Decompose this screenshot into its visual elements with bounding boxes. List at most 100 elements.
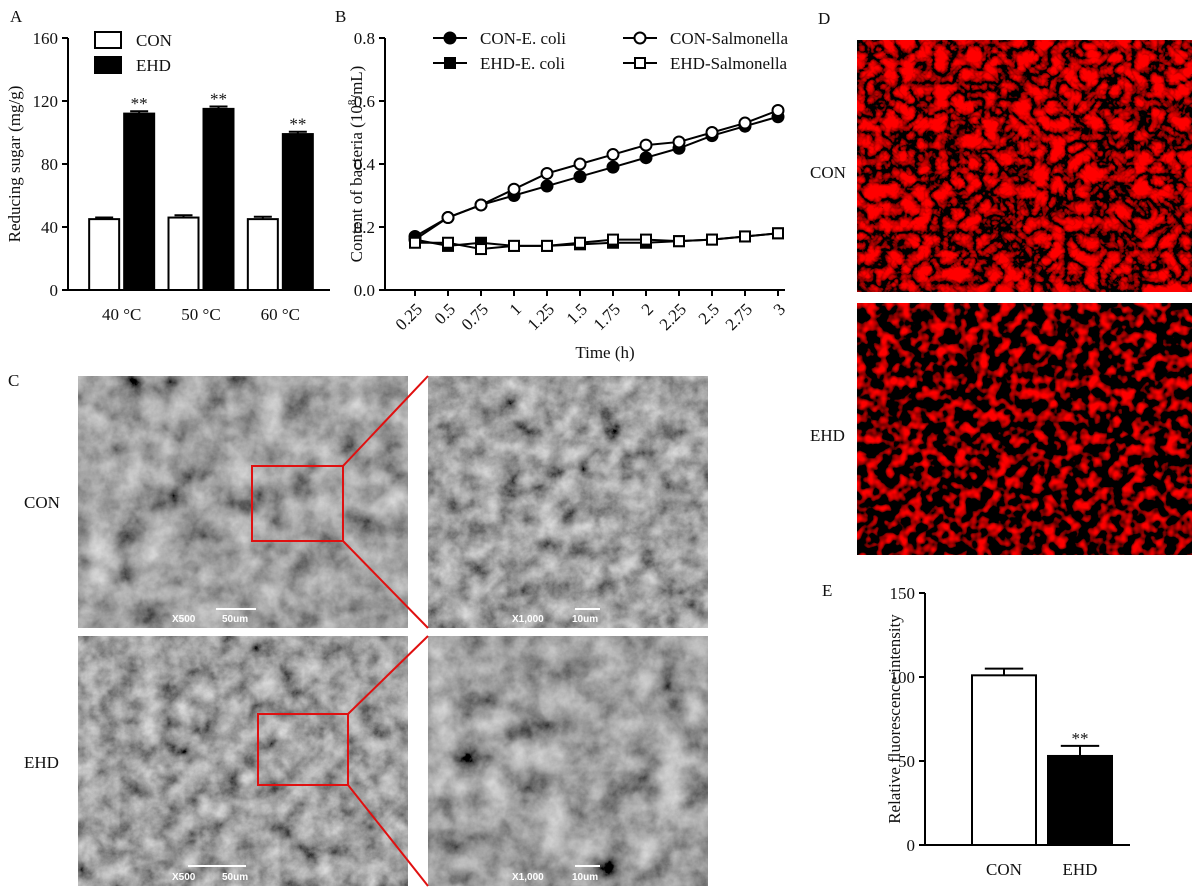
- marker: [507, 182, 521, 196]
- bar: [971, 674, 1037, 846]
- x-axis-title: Time (h): [575, 343, 634, 362]
- marker: [508, 239, 520, 252]
- row-label: EHD: [810, 426, 845, 445]
- marker: [639, 138, 653, 152]
- marker: [442, 236, 454, 249]
- panel-letter: C: [8, 371, 19, 390]
- magnification: X500: [172, 872, 196, 883]
- sem-panel: C CON EHD X500 50um X1,000 10um X500 50u…: [8, 371, 708, 887]
- y-tick-label: 80: [41, 155, 58, 174]
- y-axis-title-part: /mL): [347, 66, 366, 100]
- y-tick-label: 0.6: [354, 92, 375, 111]
- sem-image: [428, 636, 708, 886]
- legend-marker: [444, 57, 456, 69]
- y-tick-label: 40: [41, 218, 58, 237]
- magnification: X500: [172, 614, 196, 625]
- x-tick-label: 60 °C: [261, 305, 300, 324]
- x-tick-label: 1: [506, 300, 525, 319]
- significance: **: [1072, 729, 1089, 748]
- marker: [540, 166, 554, 180]
- legend-label: EHD: [136, 56, 171, 75]
- zoom-line: [342, 540, 429, 629]
- line: [415, 232, 779, 251]
- bar: [167, 216, 200, 291]
- legend-swatch: [94, 31, 122, 49]
- panel-letter: E: [822, 581, 832, 600]
- scale-text: 50um: [222, 872, 248, 883]
- line: [414, 109, 779, 241]
- marker: [541, 239, 553, 252]
- bar: [281, 133, 314, 291]
- significance: **: [131, 94, 148, 113]
- marker: [573, 157, 587, 171]
- bar: [88, 218, 121, 291]
- significance: **: [210, 90, 227, 109]
- zoom-line: [347, 784, 429, 887]
- panel-letter: A: [10, 7, 23, 26]
- row-label: CON: [810, 163, 846, 182]
- y-axis-title: Reducing sugar (mg/g): [5, 86, 24, 243]
- legend-marker: [443, 31, 457, 45]
- magnification: X1,000: [512, 614, 544, 625]
- legend-label: CON: [136, 31, 172, 50]
- y-tick-label: 0: [907, 836, 916, 855]
- legend-label: EHD-E. coli: [480, 54, 565, 73]
- y-axis-title-part: 8: [346, 99, 358, 105]
- bar: [246, 218, 279, 291]
- marker: [705, 126, 719, 139]
- fluorescence-image: [857, 303, 1192, 555]
- fluorescence-image: [857, 40, 1192, 292]
- y-axis-title-part: Content of bacteria (10: [347, 105, 366, 262]
- scale-text: 10um: [572, 614, 598, 625]
- x-tick-label: 2.75: [722, 300, 756, 334]
- x-tick-label: 2.5: [695, 300, 723, 328]
- marker: [639, 151, 653, 165]
- row-label: EHD: [24, 753, 59, 772]
- x-tick-label: 3: [770, 300, 789, 319]
- scale-text: 50um: [222, 614, 248, 625]
- zoom-line: [347, 635, 429, 715]
- marker: [771, 103, 785, 117]
- y-tick-label: 120: [33, 92, 59, 111]
- sem-image: [428, 376, 708, 628]
- bar: [123, 112, 156, 291]
- x-tick-label: 0.5: [431, 300, 459, 328]
- sem-image: [78, 376, 408, 628]
- y-tick-label: 50: [898, 752, 915, 771]
- bar: [1047, 754, 1113, 847]
- x-tick-label: 40 °C: [102, 305, 141, 324]
- x-tick-label: EHD: [1063, 860, 1098, 879]
- marker: [606, 160, 620, 174]
- x-tick-label: 2: [638, 300, 657, 319]
- legend-marker: [634, 57, 646, 69]
- fluorescence-panel: D CON EHD: [810, 9, 1192, 555]
- y-tick-label: 0: [50, 281, 59, 300]
- legend-marker: [633, 31, 647, 45]
- zoom-box: [251, 465, 344, 542]
- marker: [475, 243, 487, 256]
- x-tick-label: 50 °C: [181, 305, 220, 324]
- marker: [706, 233, 718, 246]
- legend-label: CON-Salmonella: [670, 29, 788, 48]
- marker: [673, 235, 685, 248]
- magnification: X1,000: [512, 872, 544, 883]
- panel-letter: D: [818, 9, 830, 28]
- marker: [474, 198, 488, 212]
- significance: **: [289, 115, 306, 134]
- marker: [640, 233, 652, 246]
- y-axis-title: Relative fluorescence intensity: [885, 614, 904, 824]
- y-tick-label: 0.8: [354, 29, 375, 48]
- y-tick-label: 0.4: [354, 155, 376, 174]
- y-tick-label: 100: [890, 668, 916, 687]
- y-tick-label: 150: [890, 584, 916, 603]
- line: [414, 232, 779, 247]
- x-tick-label: CON: [986, 860, 1022, 879]
- marker: [772, 227, 784, 240]
- marker: [574, 236, 586, 249]
- scale-text: 10um: [572, 872, 598, 883]
- marker: [672, 135, 686, 149]
- zoom-box: [257, 713, 349, 786]
- line: [414, 115, 779, 238]
- marker: [739, 230, 751, 243]
